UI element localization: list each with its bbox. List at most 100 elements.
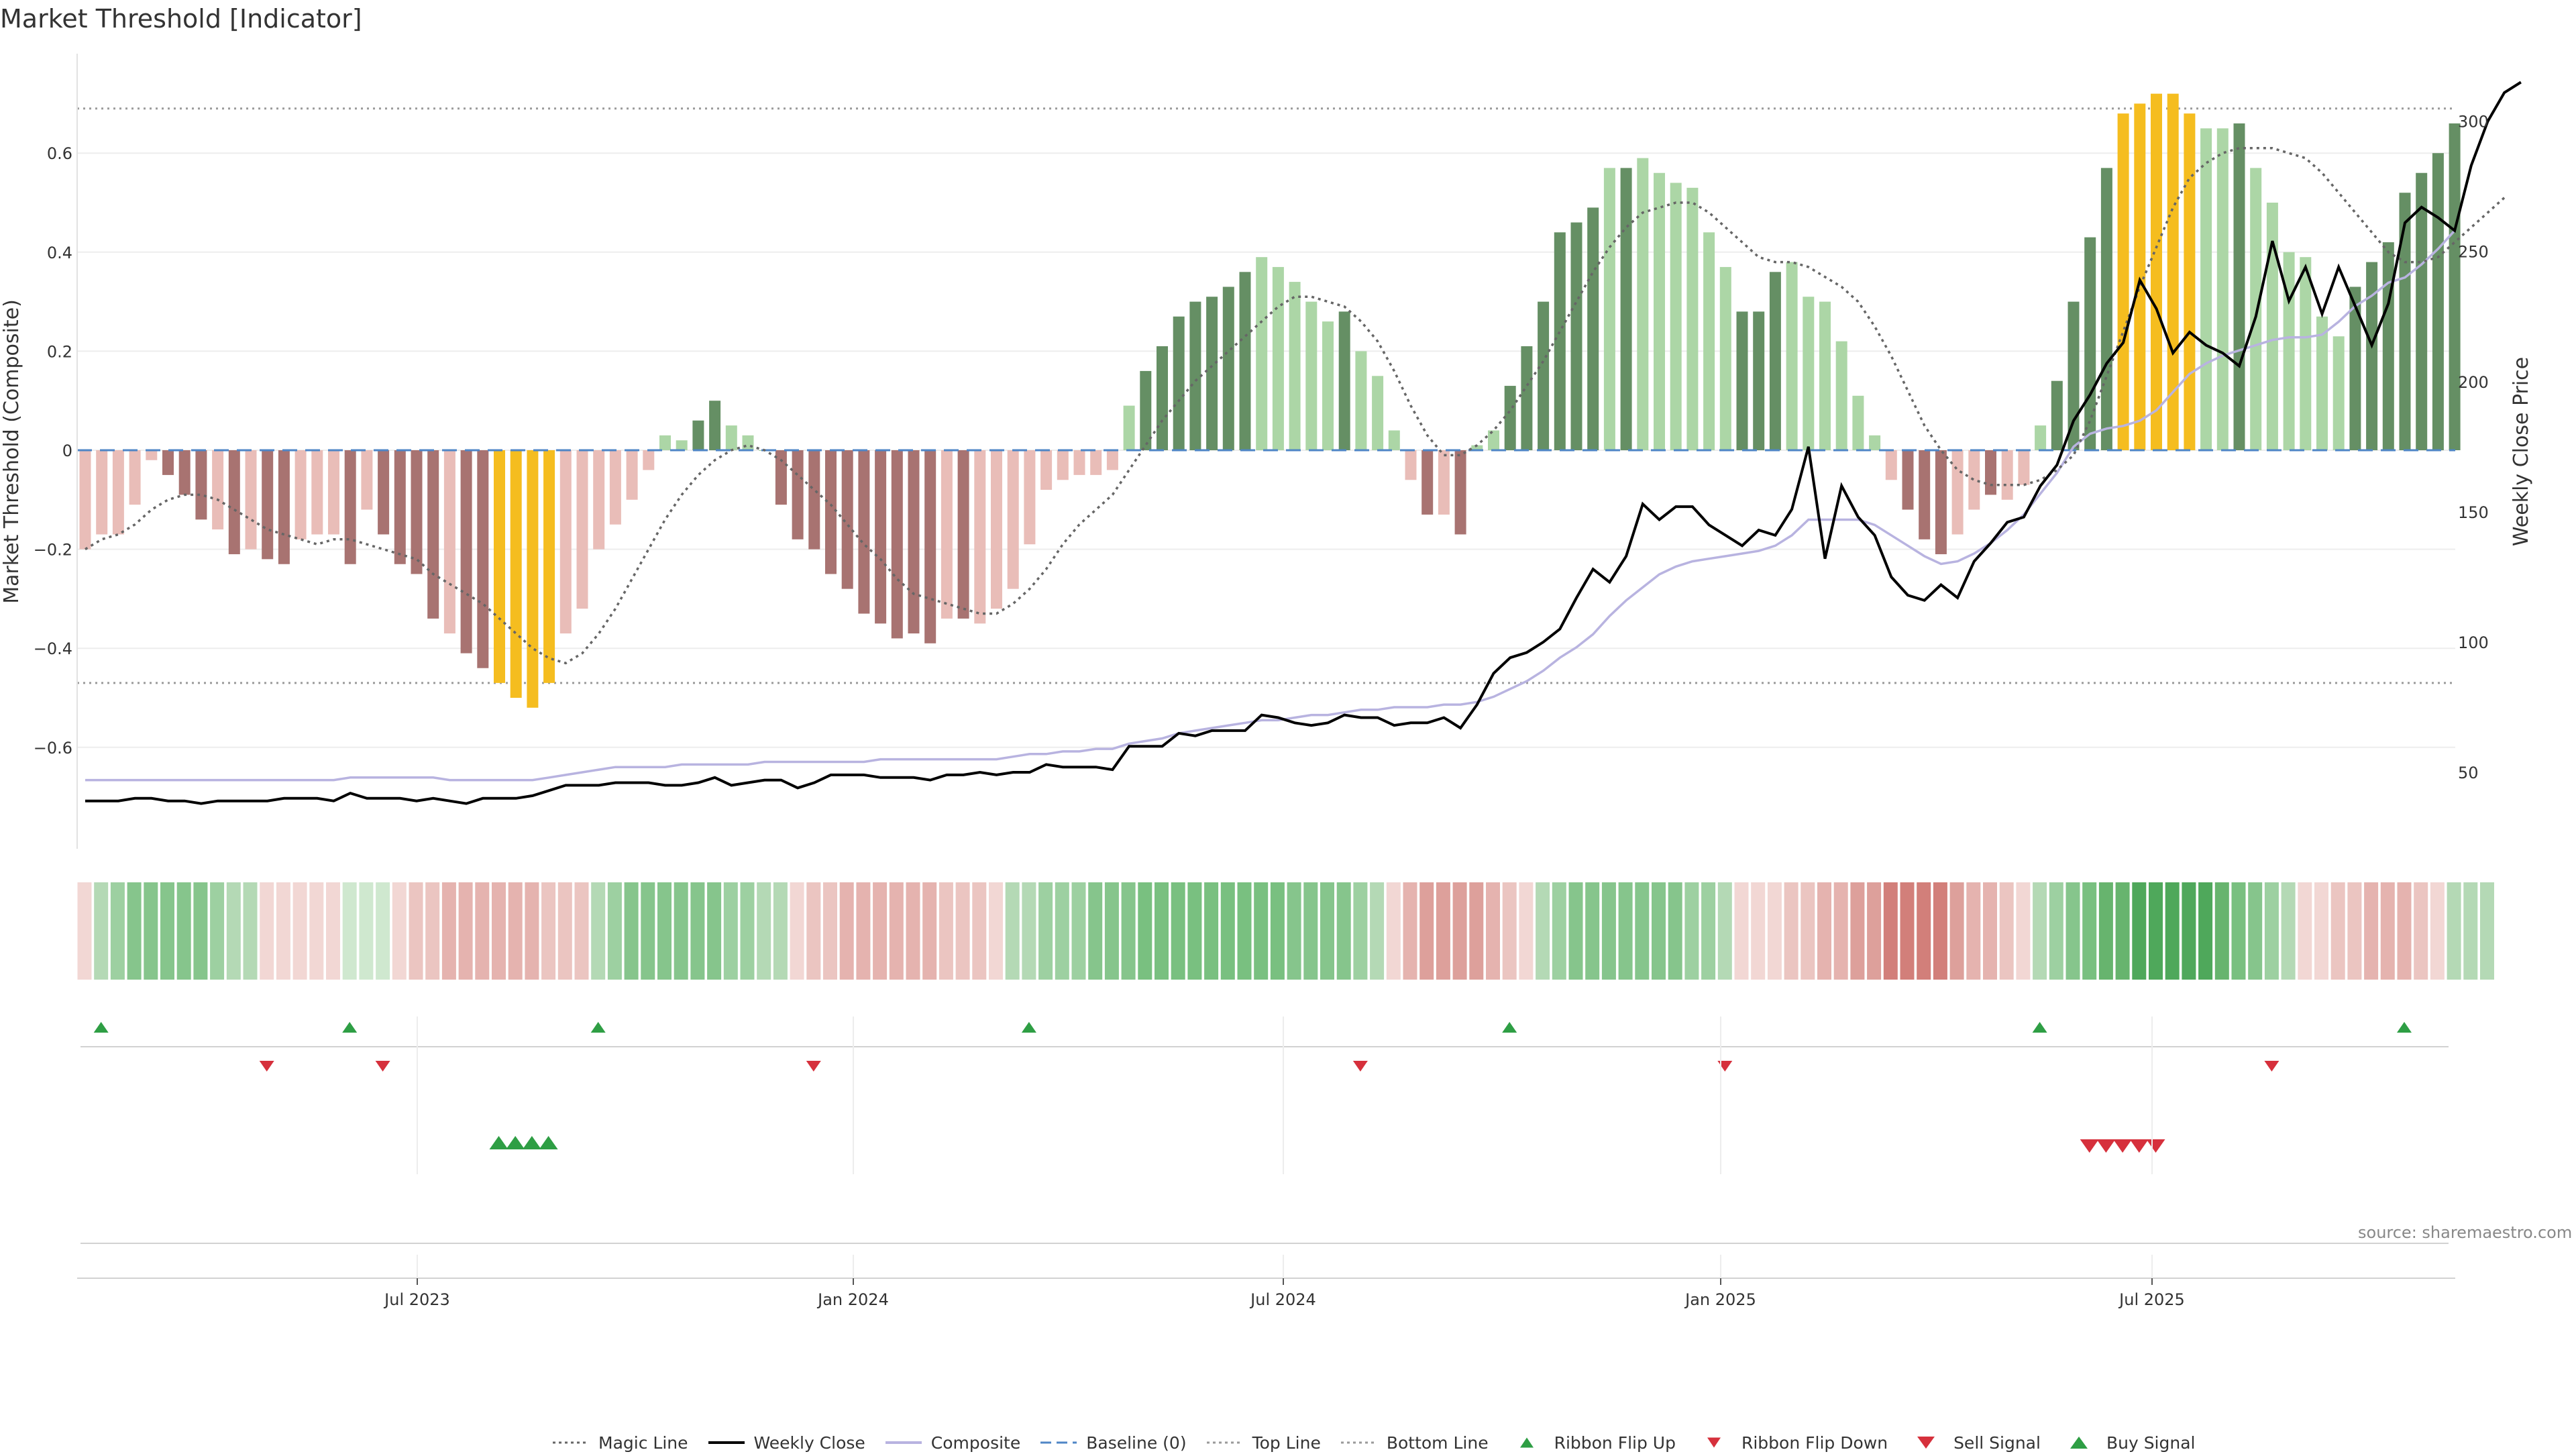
composite-bar — [957, 450, 969, 619]
ribbon-cell — [525, 882, 539, 980]
legend-label: Weekly Close — [753, 1433, 865, 1453]
ribbon-cell — [2347, 882, 2362, 980]
time-axis: Jul 2023 Jan 2024 Jul 2024 Jan 2025 Jul 2025 — [77, 1017, 2455, 1309]
legend-symbol-icon — [708, 1441, 745, 1444]
composite-bar — [1919, 450, 1931, 539]
composite-bar — [858, 450, 870, 614]
composite-bar — [294, 450, 307, 539]
magic-line — [85, 147, 2506, 665]
legend-symbol-icon — [1340, 1441, 1377, 1444]
legend-symbol-icon — [1040, 1441, 1077, 1444]
ribbon-cell — [1171, 882, 1185, 980]
composite-bar — [1703, 232, 1715, 450]
ribbon-cell — [557, 882, 572, 980]
y-axis-title: Market Threshold (Composite) — [0, 299, 23, 604]
ribbon-cell — [2281, 882, 2296, 980]
composite-bar — [1885, 450, 1897, 480]
composite-bar — [2068, 301, 2080, 450]
composite-bar — [1935, 450, 1947, 554]
legend-label: Magic Line — [598, 1433, 688, 1453]
composite-bar — [626, 450, 638, 500]
ribbon-cell — [458, 882, 473, 980]
composite-bar — [775, 450, 787, 505]
composite-bar — [1289, 282, 1301, 450]
sell-signal-marker — [2096, 1139, 2116, 1153]
composite-bar — [212, 450, 224, 530]
x-tick-label: Jan 2024 — [816, 1290, 889, 1309]
ribbon-cell — [1237, 882, 1252, 980]
ribbon-cell — [2380, 882, 2395, 980]
composite-bar — [2084, 237, 2096, 450]
composite-bar — [460, 450, 472, 654]
composite-bar — [1570, 222, 1582, 450]
y2-tick-label: 50 — [2458, 764, 2479, 782]
ribbon-cell — [1900, 882, 1915, 980]
threshold-lines — [77, 107, 2455, 684]
ribbon-cell — [1088, 882, 1103, 980]
composite-bar — [2432, 153, 2444, 450]
composite-bar — [2200, 128, 2212, 451]
composite-bar — [1007, 450, 1019, 589]
ribbon-cell — [160, 882, 174, 980]
composite-bar — [1968, 450, 1980, 510]
composite-bar — [1488, 430, 1499, 450]
buy-signal-marker — [489, 1136, 508, 1149]
buy-signal-marker — [506, 1136, 525, 1149]
composite-bar — [2233, 123, 2245, 451]
composite-bar — [1985, 450, 1996, 495]
composite-bar — [559, 450, 572, 634]
composite-bar — [1454, 450, 1466, 535]
ribbon-cell — [2397, 882, 2412, 980]
ribbon-cell — [773, 882, 788, 980]
ribbon-cell — [574, 882, 589, 980]
ribbon-cell — [2132, 882, 2147, 980]
composite-bar — [96, 450, 108, 535]
composite-bar — [162, 450, 174, 475]
composite-bar — [1786, 262, 1798, 450]
ribbon-cell — [1336, 882, 1351, 980]
ribbon-cell — [2314, 882, 2328, 980]
ribbon-cell — [1436, 882, 1450, 980]
ribbon-cell — [342, 882, 357, 980]
ribbon-cell — [906, 882, 920, 980]
ribbon-cell — [1717, 882, 1732, 980]
ribbon-cell — [723, 882, 738, 980]
ribbon-cell — [1568, 882, 1583, 980]
ribbon-flip-up-marker — [590, 1022, 606, 1033]
ribbon-flip-down-marker — [806, 1061, 821, 1072]
ribbon-cell — [1386, 882, 1401, 980]
composite-bar — [1835, 341, 1847, 450]
composite-bar — [1206, 297, 1218, 450]
x-tick-label: Jul 2025 — [2118, 1290, 2185, 1309]
composite-bar — [1603, 168, 1615, 450]
legend-item: Sell Signal — [1905, 1433, 2041, 1453]
ribbon-cell — [1601, 882, 1616, 980]
composite-bar — [2382, 242, 2394, 450]
ribbon-flip-up-marker — [93, 1022, 109, 1033]
ribbon-flip-up-marker — [1021, 1022, 1036, 1033]
composite-bar — [228, 450, 240, 554]
ribbon-cell — [657, 882, 672, 980]
composite-bar — [1803, 297, 1815, 450]
composite-bar — [676, 440, 688, 450]
composite-bar — [1670, 183, 1682, 450]
ribbon-cell — [1519, 882, 1534, 980]
legend-item: Ribbon Flip Up — [1506, 1433, 1676, 1453]
composite-bar — [2266, 203, 2278, 450]
composite-bar — [891, 450, 903, 639]
composite-bar — [112, 450, 124, 535]
composite-bar — [477, 450, 489, 668]
composite-bar — [262, 450, 274, 560]
ribbon-cell — [77, 882, 92, 980]
ribbon-cell — [2049, 882, 2063, 980]
ribbon-cell — [1038, 882, 1053, 980]
ribbon-cell — [740, 882, 755, 980]
composite-bar — [443, 450, 455, 634]
composite-bar — [1222, 287, 1234, 450]
y2-tick-label: 300 — [2458, 113, 2489, 132]
ribbon-flip-down-marker — [1352, 1061, 1368, 1072]
composite-bar — [825, 450, 837, 574]
ribbon-cell — [2214, 882, 2229, 980]
composite-bar — [1239, 272, 1251, 450]
x-tick-label: Jul 2023 — [383, 1290, 450, 1309]
